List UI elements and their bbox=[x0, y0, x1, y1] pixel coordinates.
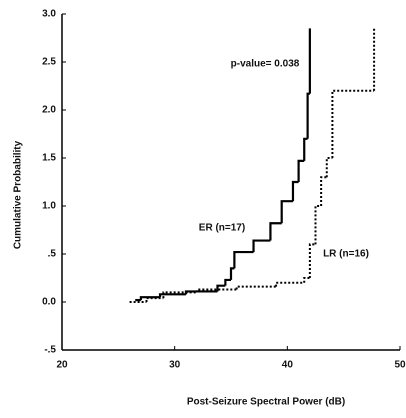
y-tick-label: 2.5 bbox=[42, 57, 56, 68]
step-segment bbox=[325, 157, 333, 178]
step-segment bbox=[145, 297, 164, 302]
step-segment bbox=[331, 89, 375, 158]
y-tick-label: -.5 bbox=[44, 345, 56, 356]
step-segment bbox=[297, 159, 305, 182]
step-segment bbox=[162, 291, 198, 299]
y-axis-label: Cumulative Probability bbox=[13, 140, 24, 249]
x-tick-label: 50 bbox=[394, 360, 406, 371]
y-tick-label: 3.0 bbox=[42, 9, 56, 20]
step-segment bbox=[139, 296, 161, 301]
step-segment bbox=[269, 222, 282, 241]
y-tick-label: 1.5 bbox=[42, 153, 56, 164]
annotation: ER (n=17) bbox=[199, 223, 245, 234]
step-segment bbox=[308, 243, 316, 278]
step-segment bbox=[224, 278, 231, 286]
step-segment bbox=[303, 137, 308, 161]
step-segment bbox=[280, 200, 293, 224]
step-segment bbox=[306, 92, 310, 139]
annotation: LR (n=16) bbox=[323, 249, 369, 260]
x-tick-label: 20 bbox=[56, 360, 68, 371]
step-segment bbox=[233, 250, 254, 269]
step-segment bbox=[229, 267, 235, 280]
step-segment bbox=[158, 293, 186, 298]
step-segment bbox=[196, 288, 237, 293]
y-tick-label: .5 bbox=[48, 249, 57, 260]
y-tick-label: 0.0 bbox=[42, 297, 56, 308]
step-segment bbox=[216, 284, 226, 292]
y-tick-label: 2.0 bbox=[42, 105, 56, 116]
annotation: p-value= 0.038 bbox=[231, 59, 300, 70]
x-tick-label: 30 bbox=[169, 360, 181, 371]
step-segment bbox=[275, 281, 305, 287]
step-segment bbox=[320, 176, 327, 206]
y-tick-label: 1.0 bbox=[42, 201, 56, 212]
step-segment bbox=[291, 180, 299, 202]
x-tick-label: 40 bbox=[282, 360, 294, 371]
step-segment bbox=[314, 205, 322, 245]
x-axis-label: Post-Seizure Spectral Power (dB) bbox=[187, 397, 345, 408]
step-segment bbox=[252, 239, 271, 253]
step-segment bbox=[303, 277, 310, 283]
step-segment bbox=[235, 285, 277, 290]
